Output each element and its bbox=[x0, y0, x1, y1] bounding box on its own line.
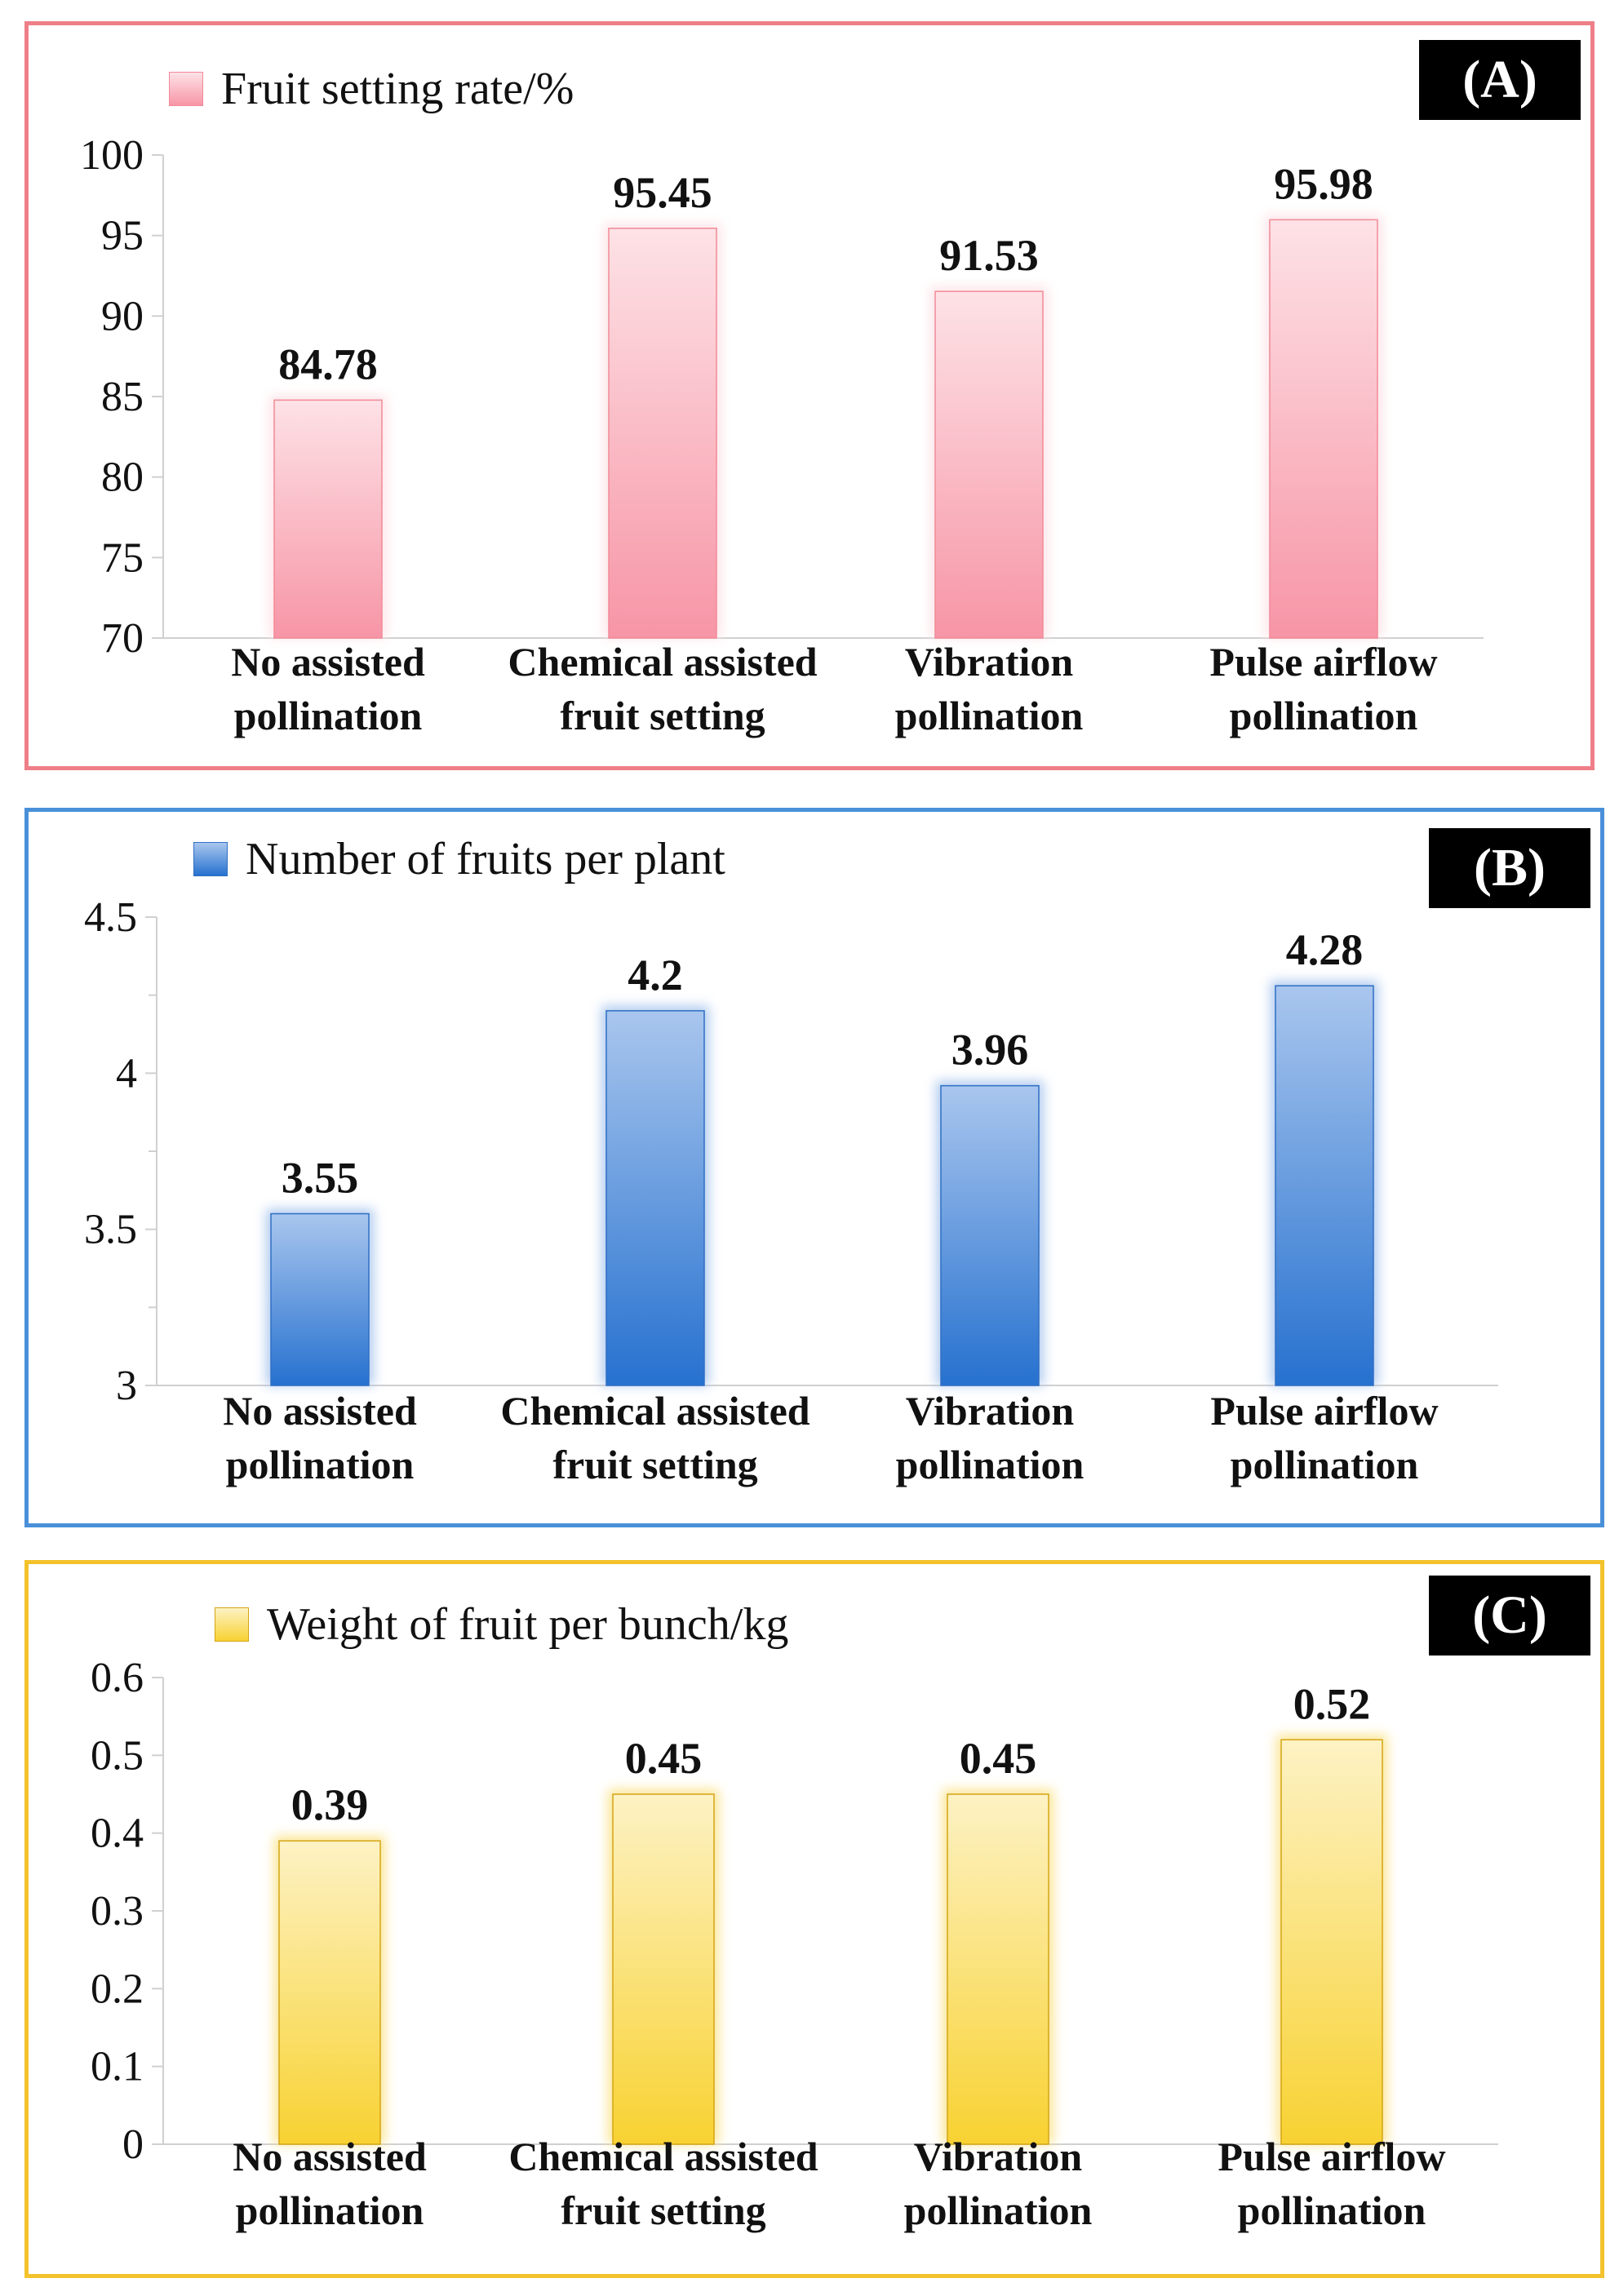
bar bbox=[934, 290, 1044, 639]
bar bbox=[605, 1010, 705, 1386]
x-category-label: Chemical assisted bbox=[500, 1388, 810, 1434]
bar-value-label: 4.28 bbox=[1286, 925, 1364, 974]
bar-value-label: 3.96 bbox=[951, 1026, 1029, 1075]
x-category-label: fruit setting bbox=[561, 2187, 765, 2233]
bar bbox=[273, 399, 383, 639]
bar bbox=[278, 1840, 381, 2145]
bar-value-label: 0.52 bbox=[1293, 1679, 1371, 1728]
x-category-label: pollination bbox=[1230, 693, 1418, 738]
legend-swatch bbox=[215, 1607, 249, 1642]
x-category-label: pollination bbox=[896, 1442, 1085, 1487]
bar bbox=[270, 1212, 370, 1386]
y-tick-label: 4 bbox=[116, 1050, 137, 1097]
y-tick-label: 80 bbox=[101, 454, 144, 501]
bar-value-label: 3.55 bbox=[282, 1154, 359, 1203]
x-category-label: No assisted bbox=[223, 1388, 417, 1434]
y-tick-label: 75 bbox=[101, 534, 144, 581]
x-category-label: No assisted bbox=[233, 2134, 427, 2179]
y-tick-label: 4.5 bbox=[84, 894, 137, 941]
bar bbox=[612, 1793, 715, 2145]
legend: Fruit setting rate/% bbox=[169, 63, 574, 115]
x-category-label: No assisted bbox=[231, 639, 425, 685]
y-tick-label: 85 bbox=[101, 374, 144, 420]
x-category-label: pollination bbox=[1238, 2187, 1426, 2233]
legend: Number of fruits per plant bbox=[193, 833, 725, 885]
chart-c: 0 0.1 0.2 0.3 0.4 0.5 0.6 0.39 0.45 0.45 0.52 No as… bbox=[91, 1655, 1498, 2233]
y-tick-label: 100 bbox=[80, 132, 144, 179]
chart-a: 70 75 80 85 90 95 100 84.78 95.45 91.53 95.98 No as… bbox=[80, 132, 1484, 738]
x-category-label: Pulse airflow bbox=[1218, 2134, 1445, 2179]
bar-value-label: 84.78 bbox=[278, 339, 378, 388]
y-tick-label: 0.1 bbox=[91, 2044, 144, 2090]
legend-swatch bbox=[193, 842, 228, 876]
x-category-label: pollination bbox=[236, 2187, 424, 2233]
y-tick-label: 0.6 bbox=[91, 1655, 144, 1701]
y-tick-label: 0.5 bbox=[91, 1732, 144, 1779]
legend-label: Weight of fruit per bunch/kg bbox=[267, 1599, 789, 1650]
x-category-label: pollination bbox=[234, 693, 423, 738]
x-category-label: Pulse airflow bbox=[1210, 1388, 1438, 1434]
x-category-label: Chemical assisted bbox=[508, 2134, 818, 2179]
bar bbox=[1269, 219, 1378, 639]
bar-value-label: 95.98 bbox=[1274, 159, 1373, 208]
bar bbox=[947, 1793, 1049, 2145]
bar-value-label: 0.39 bbox=[291, 1780, 369, 1829]
x-category-label: Vibration bbox=[906, 1388, 1075, 1434]
panel-tag: (A) bbox=[1419, 40, 1581, 120]
bar-value-label: 91.53 bbox=[939, 231, 1039, 280]
bar bbox=[1280, 1739, 1383, 2145]
x-category-label: Chemical assisted bbox=[508, 639, 817, 685]
legend-swatch bbox=[169, 72, 203, 106]
x-category-label: pollination bbox=[904, 2187, 1093, 2233]
y-tick-label: 90 bbox=[101, 293, 144, 339]
y-tick-label: 3 bbox=[116, 1363, 137, 1409]
legend-label: Fruit setting rate/% bbox=[221, 64, 574, 114]
legend-label: Number of fruits per plant bbox=[246, 834, 725, 884]
bar-value-label: 4.2 bbox=[628, 951, 683, 1000]
x-category-label: pollination bbox=[895, 693, 1084, 738]
x-category-label: fruit setting bbox=[552, 1442, 757, 1487]
x-category-label: pollination bbox=[226, 1442, 415, 1487]
x-category-label: Vibration bbox=[914, 2134, 1083, 2179]
panel-tag: (B) bbox=[1429, 828, 1590, 908]
y-tick-label: 0 bbox=[122, 2121, 144, 2168]
x-category-label: fruit setting bbox=[560, 693, 765, 738]
bar bbox=[1275, 985, 1374, 1386]
bar bbox=[608, 228, 717, 639]
y-tick-label: 70 bbox=[101, 615, 144, 662]
panel-tag: (C) bbox=[1429, 1576, 1590, 1656]
y-tick-label: 0.4 bbox=[91, 1811, 144, 1857]
x-category-label: pollination bbox=[1231, 1442, 1419, 1487]
bar-value-label: 0.45 bbox=[625, 1734, 703, 1783]
x-category-label: Vibration bbox=[905, 639, 1074, 685]
y-tick-label: 95 bbox=[101, 213, 144, 259]
legend: Weight of fruit per bunch/kg bbox=[215, 1598, 788, 1651]
bar-value-label: 0.45 bbox=[960, 1734, 1037, 1783]
bar-value-label: 95.45 bbox=[613, 168, 712, 217]
y-tick-label: 0.2 bbox=[91, 1966, 144, 2012]
x-category-label: Pulse airflow bbox=[1209, 639, 1437, 685]
y-tick-label: 0.3 bbox=[91, 1888, 144, 1935]
y-tick-label: 3.5 bbox=[84, 1207, 137, 1253]
bar bbox=[940, 1084, 1040, 1386]
chart-b: 3 3.5 4 4.5 3.55 4.2 3.96 4.28 No assisted pollin… bbox=[84, 894, 1498, 1487]
